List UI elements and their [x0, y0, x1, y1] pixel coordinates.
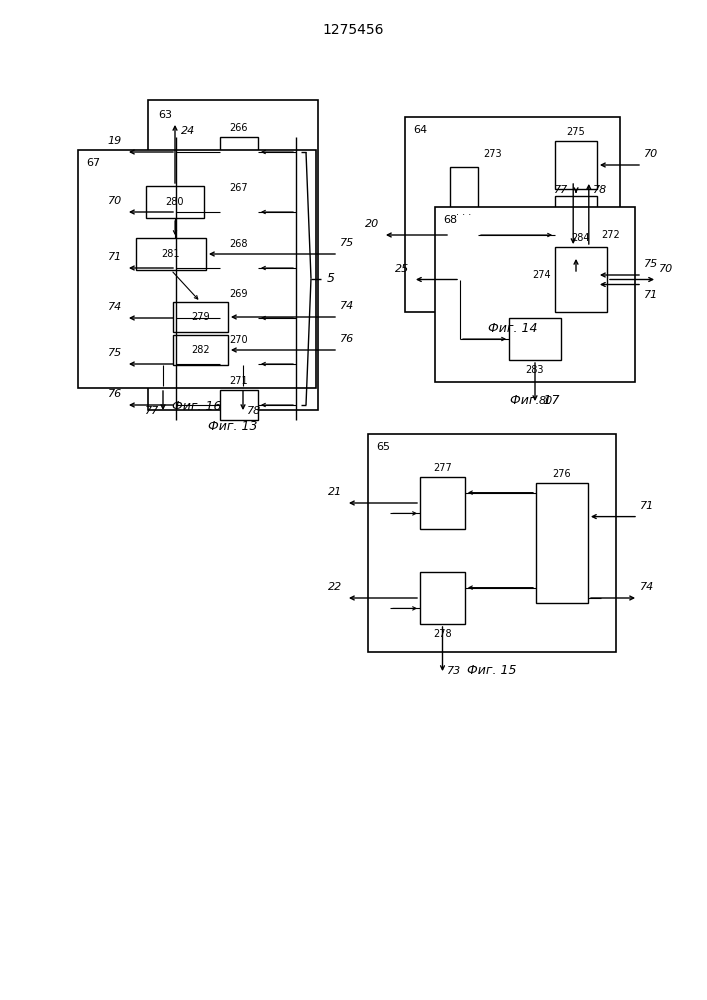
Text: 20: 20	[365, 219, 379, 229]
Bar	[555, 247, 607, 312]
Text: 75: 75	[644, 259, 658, 269]
Text: 71: 71	[644, 290, 658, 300]
Bar	[555, 256, 597, 294]
Text: 272: 272	[601, 230, 620, 240]
Text: 21: 21	[328, 487, 342, 497]
Text: 280: 280	[165, 197, 185, 207]
Text: 277: 277	[433, 463, 452, 473]
Text: 74: 74	[107, 302, 122, 312]
Text: 76: 76	[107, 389, 122, 399]
Text: Фиг. 15: Фиг. 15	[467, 664, 517, 676]
Text: 75: 75	[340, 238, 354, 248]
Bar	[220, 137, 258, 167]
Bar	[555, 141, 597, 189]
Text: 19: 19	[107, 136, 122, 146]
Text: 68: 68	[443, 215, 457, 225]
Bar	[420, 477, 465, 529]
Text: 24: 24	[181, 126, 195, 136]
Bar	[509, 318, 561, 360]
Text: 273: 273	[483, 149, 502, 159]
Text: 279: 279	[191, 312, 210, 322]
Text: 77: 77	[554, 185, 568, 195]
Text: 71: 71	[107, 252, 122, 262]
Text: 278: 278	[433, 629, 452, 639]
Bar	[220, 197, 258, 227]
Text: 22: 22	[328, 582, 342, 592]
Text: 67: 67	[86, 158, 100, 168]
Text: 284: 284	[572, 233, 590, 243]
Bar	[405, 117, 620, 312]
Text: 75: 75	[107, 348, 122, 358]
Bar	[136, 238, 206, 270]
Bar	[78, 150, 316, 388]
Text: 267: 267	[230, 183, 248, 193]
Text: 271: 271	[230, 376, 248, 386]
Text: 80: 80	[539, 396, 554, 406]
Bar	[146, 186, 204, 218]
Bar	[220, 349, 258, 379]
Bar	[450, 167, 478, 262]
Bar	[220, 253, 258, 283]
Text: 70: 70	[107, 196, 122, 206]
Text: 270: 270	[230, 335, 248, 345]
Text: 268: 268	[230, 239, 248, 249]
Text: 78: 78	[592, 185, 607, 195]
Bar	[220, 303, 258, 333]
Text: · · ·: · · ·	[457, 210, 472, 220]
Text: 275: 275	[566, 127, 585, 137]
Bar	[220, 390, 258, 420]
Text: Фиг. 16: Фиг. 16	[173, 399, 222, 412]
Text: 25: 25	[395, 263, 409, 273]
Text: 74: 74	[340, 301, 354, 311]
Text: Фиг. 17: Фиг. 17	[510, 393, 560, 406]
Text: 269: 269	[230, 289, 248, 299]
Text: 63: 63	[158, 110, 172, 120]
Text: 77: 77	[145, 406, 159, 416]
Text: 281: 281	[162, 249, 180, 259]
Bar	[148, 100, 318, 410]
Bar	[173, 335, 228, 365]
Text: 70: 70	[644, 149, 658, 159]
Text: 78: 78	[247, 406, 262, 416]
Text: 266: 266	[230, 123, 248, 133]
Text: Фиг. 14: Фиг. 14	[488, 322, 537, 334]
Text: 71: 71	[640, 501, 654, 511]
Text: 65: 65	[376, 442, 390, 452]
Text: 1275456: 1275456	[322, 23, 384, 37]
Bar	[536, 483, 588, 603]
Bar	[420, 572, 465, 624]
Text: 283: 283	[526, 365, 544, 375]
Text: 274: 274	[532, 270, 551, 280]
Text: 74: 74	[640, 582, 654, 592]
Text: 76: 76	[340, 334, 354, 344]
Text: 70: 70	[659, 263, 673, 273]
Text: 282: 282	[191, 345, 210, 355]
Text: 5: 5	[327, 272, 335, 285]
Bar	[173, 302, 228, 332]
Bar	[368, 434, 616, 652]
Text: 64: 64	[413, 125, 427, 135]
Text: 276: 276	[553, 469, 571, 479]
Text: 73: 73	[447, 666, 461, 676]
Bar	[435, 207, 635, 382]
Text: Фиг. 13: Фиг. 13	[209, 420, 258, 432]
Bar	[555, 196, 597, 274]
